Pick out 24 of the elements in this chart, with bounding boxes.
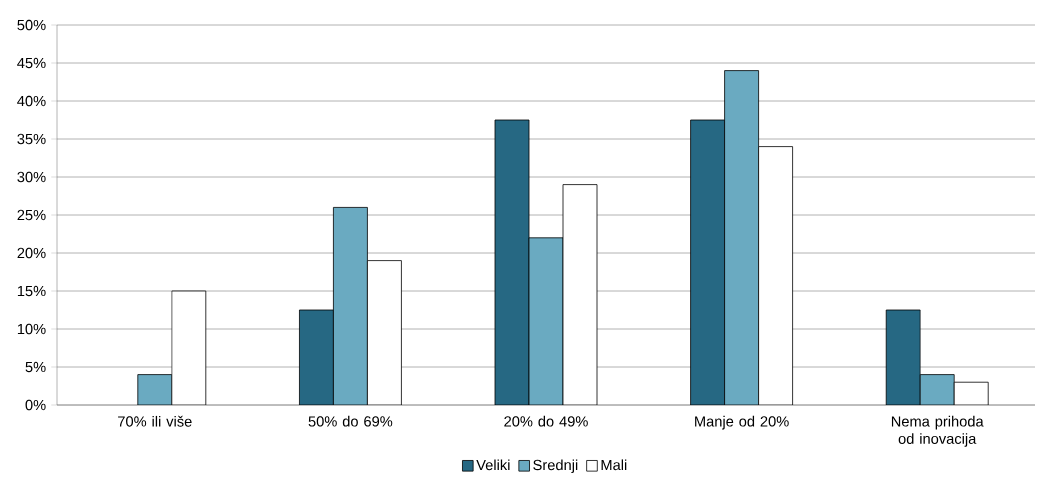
x-tick-label: 20% do 49%: [504, 415, 588, 427]
x-tick-label: Manje od 20%: [695, 415, 789, 430]
y-tick-label: 30%: [17, 171, 46, 183]
legend-label: Veliki: [476, 459, 510, 471]
bar: [333, 207, 368, 405]
y-tick-label: 45%: [17, 57, 46, 69]
x-tick-label: 70% ili više: [118, 415, 192, 427]
y-tick-label: 50%: [17, 19, 46, 31]
y-tick-label: 5%: [25, 361, 46, 373]
y-tick-label: 10%: [17, 323, 46, 335]
x-tick-label: Nema prihoda od inovacija: [891, 415, 984, 447]
bar: [137, 374, 173, 405]
y-tick-label: 40%: [17, 95, 46, 107]
bar: [724, 70, 760, 405]
y-tick-label: 25%: [17, 209, 46, 221]
bar: [528, 237, 564, 405]
legend-label: Srednji: [533, 459, 578, 474]
bar: [919, 374, 955, 405]
legend-label: Mali: [601, 459, 627, 471]
x-tick-label: 50% do 69%: [308, 415, 393, 427]
y-tick-label: 35%: [17, 133, 46, 145]
y-tick-label: 20%: [17, 247, 46, 259]
y-tick-label: 15%: [17, 285, 46, 297]
y-tick-label: 0%: [25, 399, 46, 411]
